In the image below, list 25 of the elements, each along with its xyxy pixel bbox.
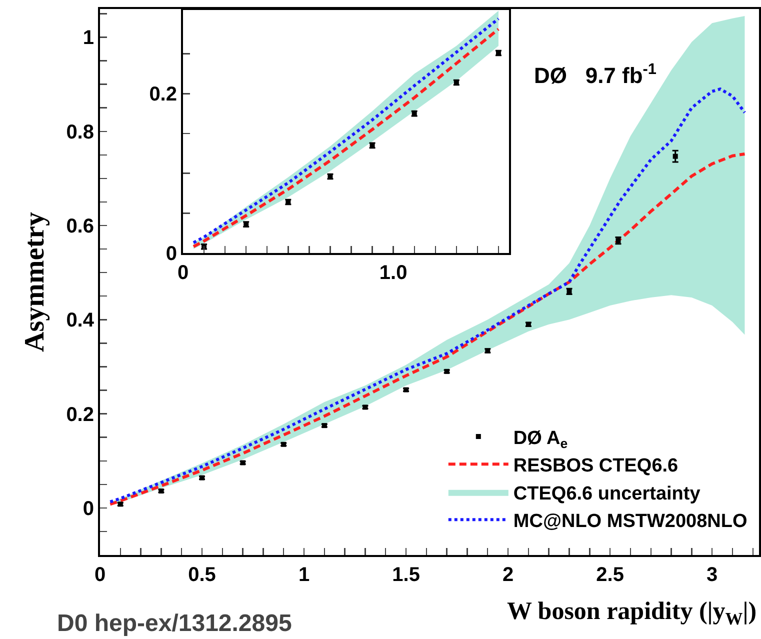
x-axis-title: W boson rapidity (|y$_{W}$|) <box>507 598 757 628</box>
x-tick-label: 3 <box>706 564 718 586</box>
y-tick-label: 0.4 <box>66 310 95 332</box>
y-tick-label: 0.6 <box>66 216 94 238</box>
x-tick-label: 1.0 <box>379 262 408 284</box>
y-tick-label: 1 <box>82 27 94 50</box>
x-tick-label: 1.5 <box>392 564 420 586</box>
y-tick-label: 0 <box>82 498 94 520</box>
x-tick-label: 1 <box>298 564 310 586</box>
text: D0 hep-ex/1312.2895 <box>57 610 292 637</box>
line-series <box>108 152 746 506</box>
y-axis-title: Asymmetry <box>19 212 50 352</box>
line-series <box>108 88 746 504</box>
x-tick-label: 0.5 <box>188 564 216 586</box>
y-tick-label: 0.8 <box>66 121 94 144</box>
x-tick-label: 2.5 <box>596 564 624 586</box>
legend-label: RESBOS CTEQ6.6 <box>513 456 678 477</box>
x-tick-label: 2 <box>502 564 514 586</box>
legend-label: DØ A$_{e}$ <box>513 428 568 451</box>
annotation: DØ 9.7 fb$^{-1}$ <box>534 61 657 88</box>
point <box>672 154 678 159</box>
annotation: CTEQ6.6 uncertainty <box>513 483 701 504</box>
y-tick-label: 0.2 <box>66 404 94 426</box>
y-tick-label: 0.2 <box>149 84 177 106</box>
legend-label: MC@NLO MSTW2008NLO <box>513 510 748 532</box>
